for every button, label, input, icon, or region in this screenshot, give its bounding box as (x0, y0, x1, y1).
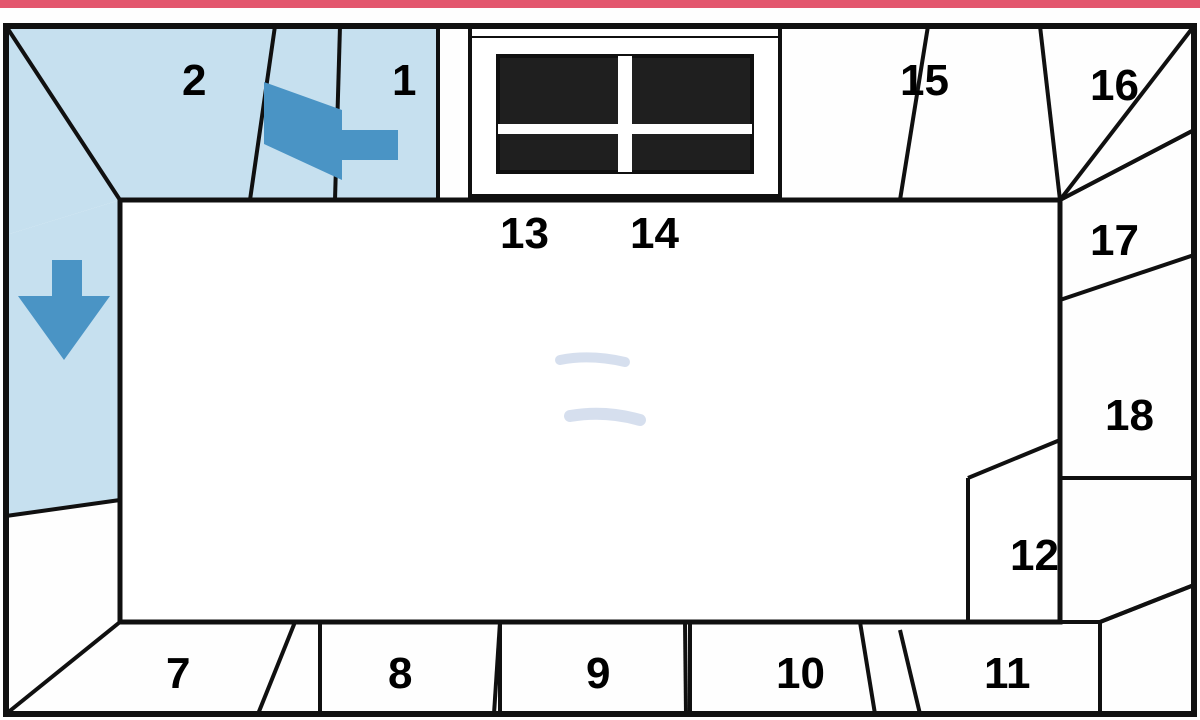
region-label-15: 15 (900, 56, 949, 105)
region-label-11: 11 (984, 649, 1031, 698)
region-label-1: 1 (392, 56, 416, 105)
perspective-line (685, 622, 686, 714)
region-label-8: 8 (388, 649, 412, 698)
region-label-14: 14 (630, 209, 679, 258)
region-label-17: 17 (1090, 216, 1139, 265)
skylight-mullion-h (498, 124, 752, 134)
region-label-2: 2 (182, 56, 206, 105)
region-label-12: 12 (1010, 531, 1059, 580)
skylight-mullion-v (618, 56, 632, 172)
region-label-10: 10 (776, 649, 825, 698)
region-label-18: 18 (1105, 391, 1154, 440)
room-perspective-diagram: 12789101112131415161718 (0, 0, 1200, 720)
region-label-7: 7 (166, 649, 190, 698)
region-label-9: 9 (586, 649, 610, 698)
smudge (560, 357, 625, 362)
region-label-16: 16 (1090, 61, 1139, 110)
smudge (570, 414, 640, 420)
region-label-13: 13 (500, 209, 549, 258)
